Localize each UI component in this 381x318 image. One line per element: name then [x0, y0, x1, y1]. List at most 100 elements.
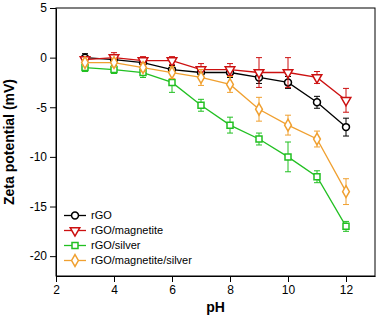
legend-item: rGO/magnetite/silver [64, 254, 192, 266]
data-point [227, 79, 234, 91]
plot-area: 24681012-20-15-10-505rGOrGO/magnetiterGO… [30, 1, 376, 296]
y-tick-label: -15 [30, 200, 48, 214]
y-tick: 5 [40, 1, 56, 15]
y-tick: -5 [36, 101, 56, 115]
y-tick-label: -10 [30, 150, 48, 164]
x-tick-label: 8 [227, 283, 234, 297]
x-tick-mark [230, 276, 231, 282]
x-tick-mark [56, 276, 57, 282]
legend-label: rGO/magnetite/silver [91, 254, 192, 266]
x-axis-line [57, 276, 376, 277]
y-axis-line [56, 9, 57, 277]
series [80, 53, 351, 113]
legend-marker [70, 228, 80, 236]
x-tick: 2 [53, 276, 60, 297]
x-tick-label: 10 [282, 283, 296, 297]
data-point [198, 72, 205, 84]
data-point [198, 102, 204, 108]
y-tick-mark [50, 8, 56, 9]
data-point [167, 58, 177, 66]
error-bar [343, 118, 349, 136]
data-point [314, 174, 320, 180]
error-bar [343, 179, 349, 205]
x-axis: 2 4 6 8 10 12 [53, 276, 375, 297]
data-point [225, 67, 235, 75]
legend-item: rGO/silver [64, 239, 141, 251]
error-bar [198, 99, 204, 111]
data-point [314, 133, 321, 145]
x-tick-mark [172, 276, 173, 282]
series [82, 57, 350, 205]
legend-item: rGO/magnetite [64, 224, 163, 236]
legend-marker [72, 255, 79, 267]
error-bar [285, 115, 291, 135]
legend-label: rGO [91, 209, 112, 221]
y-tick: 0 [40, 51, 56, 65]
data-point [343, 124, 350, 131]
y-tick-mark [50, 58, 56, 59]
chart: 24681012-20-15-10-505rGOrGO/magnetiterGO… [0, 0, 381, 318]
error-bar [256, 97, 262, 121]
plot-frame [56, 8, 375, 276]
data-point [283, 70, 293, 78]
legend-marker [72, 212, 79, 219]
x-tick: 12 [340, 276, 354, 297]
series [82, 54, 350, 136]
data-point [140, 62, 147, 74]
data-point [341, 98, 351, 106]
y-tick-label: -5 [36, 101, 47, 115]
data-point [82, 57, 89, 69]
x-tick: 4 [111, 276, 118, 297]
data-point [285, 154, 291, 160]
data-point [256, 136, 262, 142]
data-point [111, 57, 118, 69]
error-bar [198, 70, 204, 86]
legend-label: rGO/silver [91, 239, 141, 251]
y-tick-mark [50, 157, 56, 158]
data-point [314, 99, 321, 106]
error-bar [256, 133, 262, 145]
data-point [343, 186, 350, 198]
x-tick-mark [114, 276, 115, 282]
error-bar [285, 142, 291, 172]
y-axis-title: Zeta potential (mV) [1, 79, 17, 205]
y-tick-mark [50, 256, 56, 257]
x-tick-label: 4 [111, 283, 118, 297]
y-tick-label: 5 [40, 1, 47, 15]
series [82, 64, 349, 232]
x-tick-label: 2 [53, 283, 60, 297]
marks [80, 53, 351, 232]
data-point [169, 67, 176, 79]
error-bar [169, 67, 175, 79]
legend-item: rGO [64, 209, 112, 221]
error-bar [314, 131, 320, 147]
series-line [85, 58, 346, 127]
data-point [343, 223, 349, 229]
data-point [312, 75, 322, 83]
error-bar [314, 96, 320, 108]
series-line [85, 68, 346, 227]
y-tick: -20 [30, 249, 56, 263]
legend-label: rGO/magnetite [91, 224, 163, 236]
data-point [254, 70, 264, 78]
error-bar [227, 117, 233, 133]
legend: rGO rGO/magnetite rGO/silver rGO/magnetite/… [64, 209, 192, 266]
error-bar [227, 76, 233, 92]
data-point [256, 103, 263, 115]
y-tick: -10 [30, 150, 56, 164]
y-tick-label: 0 [40, 51, 47, 65]
data-point [227, 122, 233, 128]
data-point [285, 119, 292, 131]
x-tick: 6 [169, 276, 176, 297]
y-axis: -20 -15 -10 -5 0 5 [30, 1, 57, 276]
x-tick: 10 [282, 276, 296, 297]
x-tick-mark [346, 276, 347, 282]
x-tick: 8 [227, 276, 234, 297]
y-tick: -15 [30, 200, 56, 214]
y-tick-mark [50, 207, 56, 208]
y-tick-label: -20 [30, 249, 48, 263]
error-bar [343, 221, 349, 231]
x-axis-title: pH [206, 299, 225, 315]
x-tick-mark [288, 276, 289, 282]
legend-marker [72, 243, 78, 249]
